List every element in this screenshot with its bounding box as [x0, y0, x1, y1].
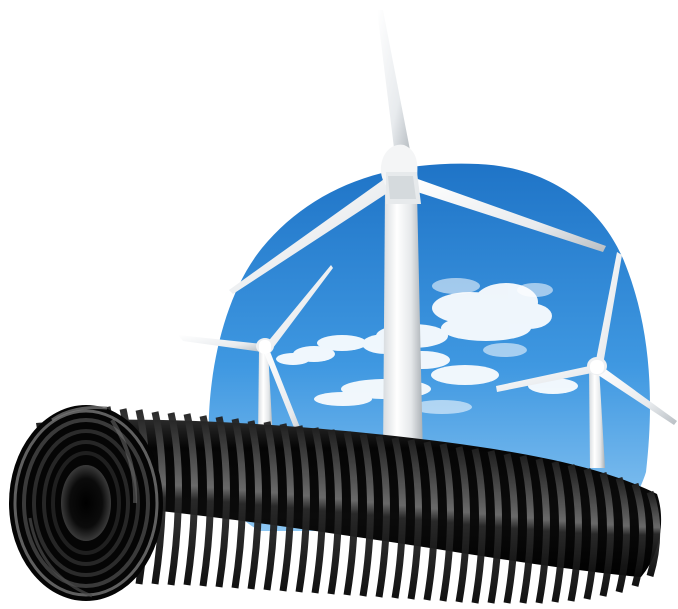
turbine-main: [229, 10, 606, 458]
clouds: [276, 278, 578, 414]
turbine-left: [178, 265, 333, 445]
turbine-right: [496, 252, 677, 468]
corrugated-pipe: [9, 405, 662, 604]
